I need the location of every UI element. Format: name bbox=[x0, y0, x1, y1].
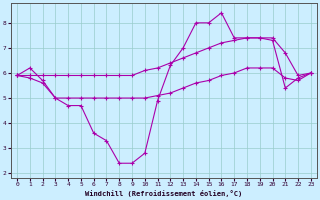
X-axis label: Windchill (Refroidissement éolien,°C): Windchill (Refroidissement éolien,°C) bbox=[85, 190, 243, 197]
